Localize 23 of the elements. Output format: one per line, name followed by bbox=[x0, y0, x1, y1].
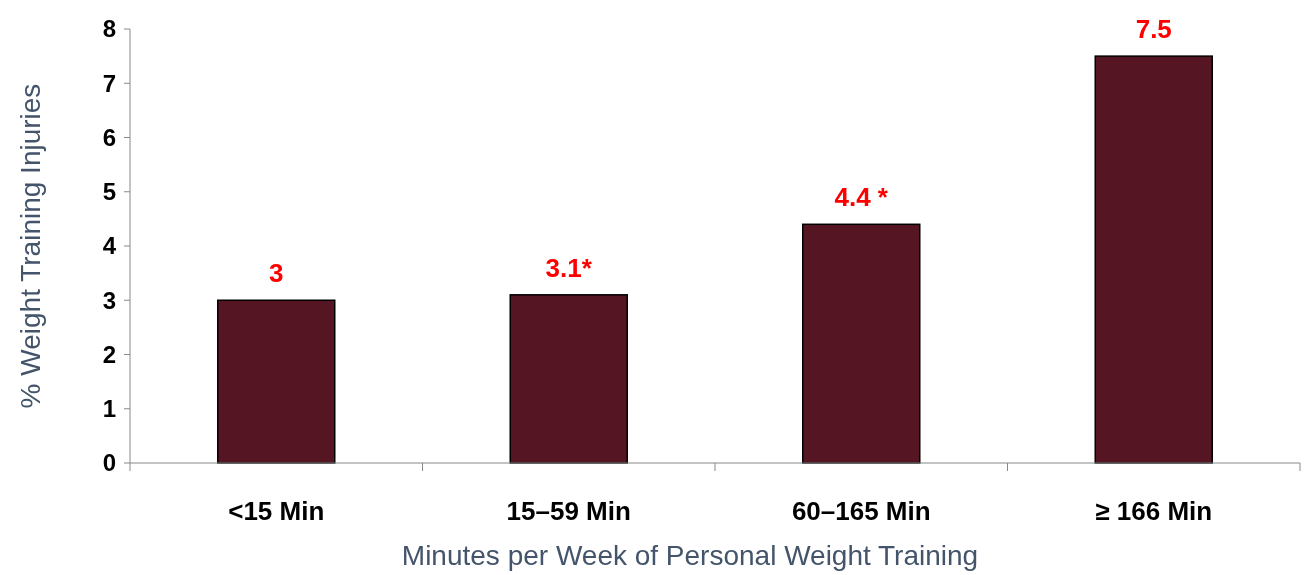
bar bbox=[1094, 55, 1213, 464]
x-tick-label: 15–59 Min bbox=[506, 496, 631, 526]
x-tick-label: 60–165 Min bbox=[791, 496, 931, 526]
bar bbox=[217, 299, 336, 464]
y-tick-label: 0 bbox=[102, 449, 116, 477]
data-label: 3 bbox=[269, 258, 284, 289]
y-tick-label: 1 bbox=[102, 395, 116, 423]
y-axis-title: % Weight Training Injuries bbox=[15, 83, 46, 409]
bar bbox=[509, 294, 628, 464]
data-label: 3.1* bbox=[545, 252, 593, 283]
y-tick-label: 6 bbox=[102, 123, 116, 151]
bar bbox=[802, 223, 921, 464]
y-tick-label: 8 bbox=[102, 15, 116, 43]
x-axis-title: Minutes per Week of Personal Weight Training bbox=[401, 540, 979, 571]
y-tick-label: 2 bbox=[102, 340, 116, 368]
data-label: 4.4 * bbox=[834, 182, 889, 213]
data-label: 7.5 bbox=[1135, 14, 1172, 45]
y-tick-label: 3 bbox=[102, 286, 116, 314]
y-tick-label: 4 bbox=[102, 232, 117, 260]
x-tick-label: ≥ 166 Min bbox=[1095, 496, 1213, 526]
y-tick-label: 7 bbox=[102, 69, 116, 97]
x-tick-label: <15 Min bbox=[228, 496, 325, 526]
y-tick-label: 5 bbox=[102, 178, 116, 206]
